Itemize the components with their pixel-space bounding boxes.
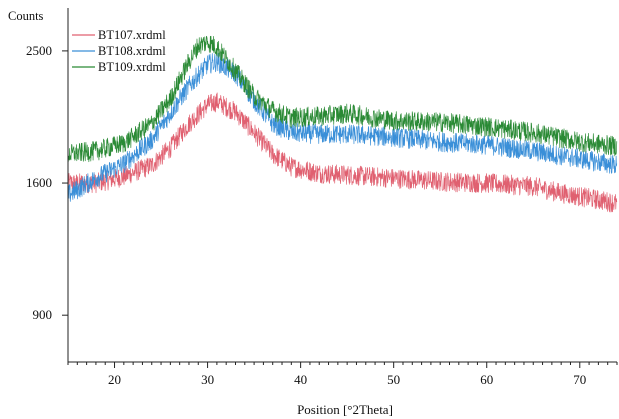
x-tick-label: 30 xyxy=(201,372,214,387)
series-line-1 xyxy=(67,92,618,213)
x-tick-label: 20 xyxy=(108,372,121,387)
axis-layer: 20 30 40 50 60 70 900 1600 2500 xyxy=(26,8,618,387)
x-tick-label: 40 xyxy=(294,372,307,387)
legend-label: BT107.xrdml xyxy=(98,28,166,42)
x-tick-label: 70 xyxy=(573,372,586,387)
x-major-ticks: 20 30 40 50 60 70 xyxy=(108,362,586,387)
series-line-2 xyxy=(67,52,618,202)
y-ticks: 900 1600 2500 xyxy=(26,43,68,322)
y-tick-label: 1600 xyxy=(26,175,52,190)
y-axis-title: Counts xyxy=(8,9,44,23)
legend-label: BT108.xrdml xyxy=(98,44,166,58)
x-minor-ticks xyxy=(67,362,618,365)
legend: BT107.xrdml BT108.xrdml BT109.xrdml xyxy=(72,28,166,74)
x-tick-label: 60 xyxy=(480,372,493,387)
series-line-3 xyxy=(67,35,618,163)
x-axis-title: Position [°2Theta] xyxy=(297,402,393,417)
y-tick-label: 2500 xyxy=(26,43,52,58)
x-tick-label: 50 xyxy=(387,372,400,387)
series-layer xyxy=(67,35,618,213)
y-tick-label: 900 xyxy=(33,307,53,322)
legend-label: BT109.xrdml xyxy=(98,60,166,74)
